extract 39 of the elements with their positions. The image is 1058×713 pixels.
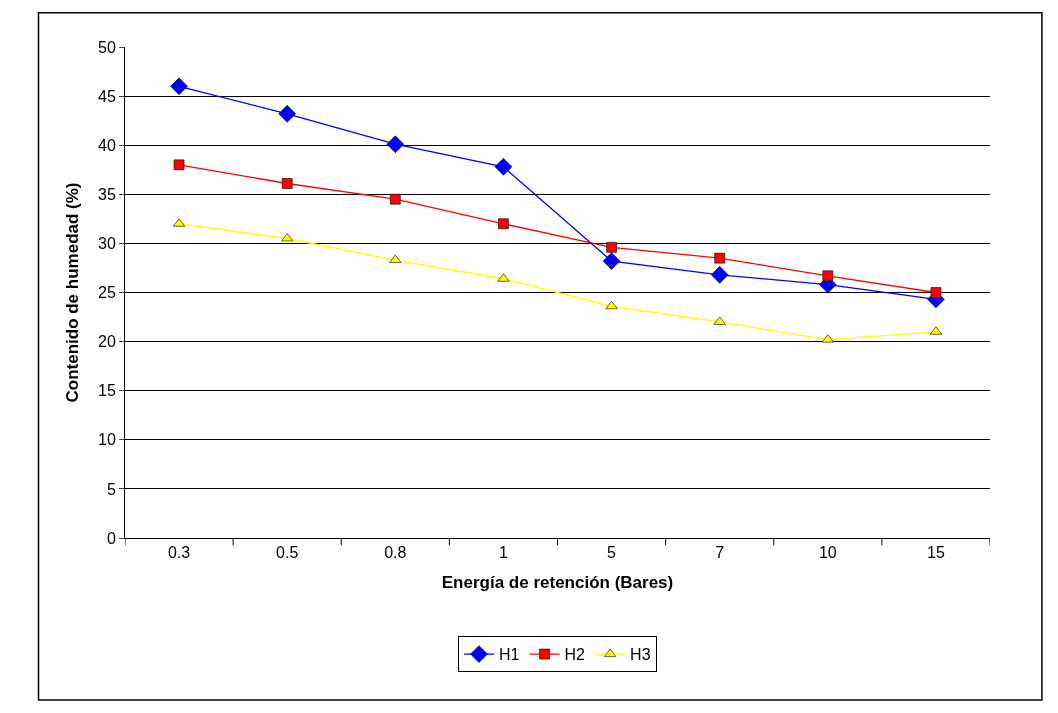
y-tick-label: 10	[98, 431, 116, 449]
y-tick-label: 50	[98, 38, 116, 56]
point	[278, 105, 296, 123]
point	[390, 193, 401, 205]
point	[498, 218, 509, 230]
y-tick-label: 25	[98, 284, 116, 302]
x-tick-label: 0.3	[167, 544, 191, 562]
y-tick-label: 40	[98, 136, 116, 154]
y-axis-title: Contenido de humedad (%)	[62, 182, 82, 403]
y-tick-label: 30	[98, 235, 116, 252]
point	[930, 287, 942, 298]
legend-label: H2	[564, 646, 586, 664]
legend-label: H3	[630, 646, 651, 664]
y-tick-label: 15	[98, 382, 116, 400]
point	[714, 252, 725, 264]
point	[494, 158, 513, 176]
x-tick-label: 10	[818, 544, 837, 562]
point	[173, 159, 185, 171]
point	[602, 252, 621, 270]
legend-label: H1	[499, 646, 520, 664]
point	[386, 135, 405, 153]
x-tick-label: 15	[927, 544, 945, 562]
x-tick-label: 0.8	[384, 544, 407, 562]
x-tick-label: 1	[498, 544, 508, 562]
point	[606, 242, 617, 253]
point	[281, 178, 293, 189]
x-tick-label: 0.5	[276, 544, 299, 562]
y-tick-label: 5	[106, 480, 116, 498]
x-tick-label: 5	[607, 544, 617, 562]
point	[822, 270, 834, 282]
point	[170, 77, 188, 96]
x-axis-title: Energía de retención (Bares)	[441, 572, 674, 592]
point	[605, 300, 618, 310]
point	[710, 266, 729, 284]
x-tick-label: 7	[715, 544, 725, 562]
y-tick-label: 0	[106, 529, 116, 547]
y-tick-label: 35	[98, 185, 116, 203]
y-tick-label: 45	[98, 87, 116, 105]
y-tick-label: 20	[98, 333, 116, 351]
